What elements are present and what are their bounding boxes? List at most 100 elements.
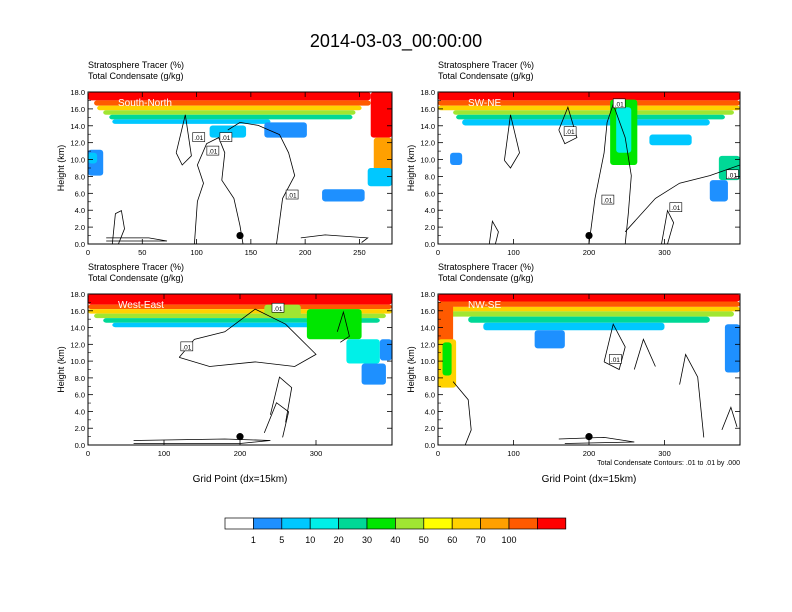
y-tick-label: 14.0: [420, 122, 435, 131]
condensate-contour: [178, 308, 317, 367]
panel-header-line: Stratosphere Tracer (%): [88, 60, 184, 70]
colorbar-label: 1: [251, 535, 256, 545]
colorbar-swatch: [253, 517, 283, 530]
y-tick-label: 4.0: [75, 407, 85, 416]
section-label: SW-NE: [468, 98, 501, 109]
colorbar-swatch: [395, 517, 425, 530]
x-tick-label: 0: [436, 248, 440, 257]
condensate-contour: [133, 438, 271, 444]
y-tick-label: 8.0: [425, 172, 435, 181]
y-tick-label: 16.0: [70, 105, 85, 114]
y-tick-label: 18.0: [420, 88, 435, 97]
x-axis-label: Grid Point (dx=15km): [193, 474, 288, 485]
tracer-shading: [462, 119, 710, 126]
y-axis-label: Height (km): [406, 346, 416, 393]
colorbar-label: 20: [334, 535, 344, 545]
page-title: 2014-03-03_00:00:00: [309, 31, 483, 51]
y-axis-label: Height (km): [56, 145, 66, 192]
x-tick-label: 200: [299, 248, 312, 257]
x-tick-label: 150: [245, 248, 258, 257]
tracer-field: [438, 294, 740, 445]
condensate-contour: [300, 234, 369, 243]
y-tick-label: 0.0: [75, 441, 85, 450]
x-tick-label: 100: [507, 449, 520, 458]
contour-label-box: [271, 302, 285, 313]
tracer-shading: [456, 114, 725, 120]
condensate-contour: [111, 210, 125, 244]
panel-sw-ne: Stratosphere Tracer (%)Total Condensate …: [406, 60, 741, 257]
tracer-shading: [112, 119, 271, 124]
y-tick-label: 14.0: [70, 324, 85, 333]
condensate-contour: [488, 219, 499, 244]
contour-label: .01: [288, 193, 297, 200]
location-marker: [585, 433, 593, 441]
tracer-shading: [367, 168, 392, 187]
tracer-shading: [468, 316, 710, 323]
contour-label-box: [726, 169, 739, 180]
tracer-shading: [534, 330, 565, 349]
tracer-shading: [724, 324, 740, 373]
y-tick-label: 0.0: [425, 441, 435, 450]
colorbar-label: 30: [362, 535, 372, 545]
panel-header-line: Stratosphere Tracer (%): [438, 60, 534, 70]
x-tick-label: 250: [353, 248, 366, 257]
condensate-contour: [633, 338, 656, 370]
condensate-contour: [452, 381, 472, 445]
x-tick-label: 300: [310, 449, 323, 458]
panel-header-line: Total Condensate (g/kg): [88, 273, 184, 283]
condensate-contour: [721, 406, 738, 431]
y-tick-label: 12.0: [70, 139, 85, 148]
x-tick-label: 100: [507, 248, 520, 257]
colorbar-label: 60: [447, 535, 457, 545]
tracer-shading: [450, 152, 463, 165]
location-marker: [236, 231, 244, 240]
panel-header-line: Stratosphere Tracer (%): [438, 262, 534, 272]
condensate-contour: [504, 114, 520, 169]
contour-label: .01: [611, 357, 620, 364]
location-marker: [236, 433, 244, 441]
y-tick-label: 10.0: [420, 357, 435, 366]
condensate-contour: [270, 376, 293, 423]
panel-header-line: Total Condensate (g/kg): [438, 71, 534, 81]
contour-label-box: [563, 126, 577, 136]
tracer-shading: [438, 105, 740, 111]
contour-label-box: [612, 98, 626, 109]
section-label: West-East: [118, 300, 164, 311]
y-tick-label: 18.0: [70, 88, 85, 97]
y-tick-label: 4.0: [425, 407, 435, 416]
tracer-shading: [88, 152, 98, 164]
colorbar-swatch: [451, 517, 481, 530]
condensate-contour: [624, 164, 740, 233]
condensate-contour: [106, 237, 168, 242]
condensate-contour: [175, 114, 192, 166]
y-axis-label: Height (km): [406, 145, 416, 192]
y-tick-label: 18.0: [420, 290, 435, 299]
x-tick-label: 200: [234, 449, 247, 458]
colorbar-label: 10: [305, 535, 315, 545]
x-tick-label: 100: [190, 248, 203, 257]
condensate-contour: [194, 137, 244, 244]
y-tick-label: 18.0: [70, 290, 85, 299]
section-label: South-North: [118, 98, 172, 109]
contour-label-box: [601, 194, 615, 205]
tracer-shading: [438, 306, 740, 312]
tracer-shading: [373, 137, 392, 176]
colorbar-swatch: [480, 517, 510, 530]
tracer-shading: [616, 107, 632, 153]
x-tick-label: 0: [86, 449, 90, 458]
contour-label: .01: [194, 135, 203, 142]
colorbar-label: 70: [476, 535, 486, 545]
colorbar-swatch: [423, 517, 453, 530]
panel-west-east: Stratosphere Tracer (%)Total Condensate …: [56, 262, 393, 485]
x-axis-label: Grid Point (dx=15km): [542, 474, 637, 485]
x-tick-label: 100: [158, 449, 171, 458]
y-tick-label: 16.0: [420, 307, 435, 316]
y-tick-label: 14.0: [70, 122, 85, 131]
contour-label-box: [669, 202, 683, 212]
contour-label-box: [192, 132, 206, 142]
panel-south-north: Stratosphere Tracer (%)Total Condensate …: [56, 60, 393, 257]
x-tick-label: 200: [583, 449, 596, 458]
colorbar-label: 5: [279, 535, 284, 545]
tracer-shading: [94, 100, 371, 106]
